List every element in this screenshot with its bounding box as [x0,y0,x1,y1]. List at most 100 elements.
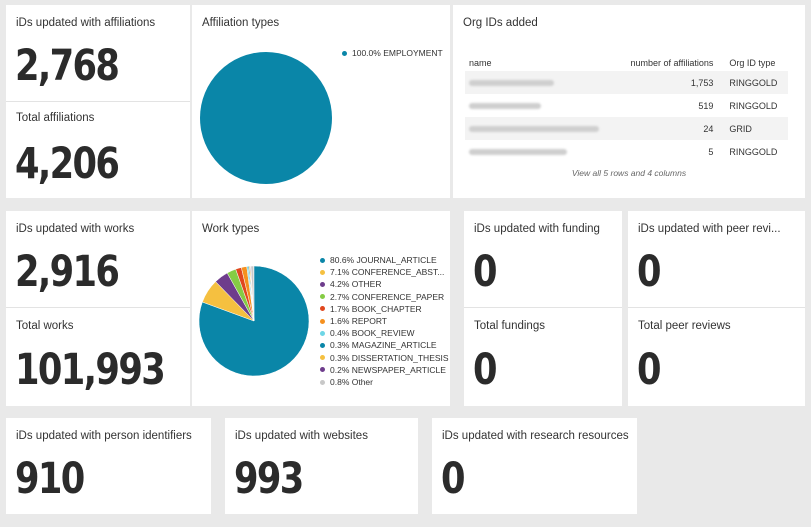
legend-dot [320,282,325,287]
legend-label: 7.1% CONFERENCE_ABST... [330,267,445,278]
org-name-cell [465,140,617,163]
person-identifiers-panel: iDs updated with person identifiers 910 [6,418,211,514]
legend-dot [320,294,325,300]
table-row[interactable]: 5 RINGGOLD [465,140,788,163]
work-types-legend: 80.6% JOURNAL_ARTICLE 7.1% CONFERENCE_ABS… [320,254,449,388]
column-header-name[interactable]: name [469,58,492,68]
legend-label: 0.4% BOOK_REVIEW [330,328,415,339]
redacted-name [469,125,599,132]
legend-item[interactable]: 4.2% OTHER [320,278,449,290]
research-resources-title: iDs updated with research resources [442,430,629,442]
view-all-link[interactable]: View all 5 rows and 4 columns [571,168,687,178]
column-header-type[interactable]: Org ID type [729,58,776,68]
affiliation-types-panel: Affiliation types 100.0% EMPLOYMENT [192,5,450,198]
legend-item[interactable]: 0.4% BOOK_REVIEW [320,327,449,339]
work-types-title: Work types [202,223,260,235]
org-ids-table: name number of affiliations Org ID type … [465,55,788,163]
total-works-value: 101,993 [15,345,166,395]
funding-updated-value: 0 [473,247,498,297]
websites-value: 993 [234,454,304,504]
legend-dot [320,330,325,336]
redacted-name [469,79,554,86]
legend-label: 0.2% NEWSPAPER_ARTICLE [330,364,446,375]
legend-item[interactable]: 0.3% DISSERTATION_THESIS [320,352,449,364]
legend-item[interactable]: 80.6% JOURNAL_ARTICLE [320,254,449,266]
legend-dot [320,306,325,312]
org-name-cell [465,94,617,117]
total-affiliations-title: Total affiliations [16,112,95,124]
legend-item[interactable]: 2.7% CONFERENCE_PAPER [320,291,449,303]
legend-dot [320,367,325,373]
org-type-cell: RINGGOLD [729,146,778,157]
legend-label: 1.6% REPORT [330,316,388,327]
table-row[interactable]: 1,753 RINGGOLD [465,71,788,94]
works-updated-value: 2,916 [15,247,120,297]
legend-dot [320,355,325,361]
legend-label: 100.0% EMPLOYMENT [352,48,443,58]
peer-reviews-updated-title: iDs updated with peer revi... [638,223,781,235]
legend-item[interactable]: 1.6% REPORT [320,315,449,327]
panel-divider [628,307,805,308]
legend-item[interactable]: 0.3% MAGAZINE_ARTICLE [320,339,449,351]
legend-item[interactable]: 0.8% Other [320,376,449,388]
legend-dot [320,269,325,275]
legend-item[interactable]: 0.2% NEWSPAPER_ARTICLE [320,364,449,376]
legend-dot [320,257,325,263]
affiliations-panel: iDs updated with affiliations 2,768 Tota… [6,5,190,198]
works-updated-title: iDs updated with works [16,223,135,235]
legend-item[interactable]: 1.7% BOOK_CHAPTER [320,303,449,315]
research-resources-panel: iDs updated with research resources 0 [432,418,637,514]
funding-panel: iDs updated with funding 0 Total funding… [464,211,622,406]
affiliations-updated-title: iDs updated with affiliations [16,17,156,29]
legend-dot [342,50,347,56]
peer-reviews-panel: iDs updated with peer revi... 0 Total pe… [628,211,805,406]
peer-reviews-updated-value: 0 [637,247,662,297]
legend-label: 1.7% BOOK_CHAPTER [330,303,422,314]
total-fundings-title: Total fundings [474,320,545,332]
person-identifiers-title: iDs updated with person identifiers [16,430,192,442]
research-resources-value: 0 [441,454,466,504]
pie-slice-employment[interactable] [200,52,332,184]
legend-label: 2.7% CONFERENCE_PAPER [330,291,445,302]
redacted-name [469,102,541,109]
pie-slice[interactable] [198,265,310,377]
org-name-cell [465,71,618,94]
affiliation-count-cell: 519 [698,100,714,111]
panel-divider [6,101,190,102]
work-types-panel: Work types 80.6% JOURNAL_ARTICLE 7.1% CON… [192,211,450,406]
pie-slice[interactable] [250,265,255,322]
work-types-pie[interactable] [198,265,318,385]
legend-label: 0.3% MAGAZINE_ARTICLE [330,340,437,351]
total-works-title: Total works [16,320,74,332]
legend-label: 0.3% DISSERTATION_THESIS [330,352,449,363]
total-peer-reviews-value: 0 [637,345,662,395]
table-row[interactable]: 24 GRID [465,117,788,140]
websites-title: iDs updated with websites [235,430,368,442]
affiliations-updated-value: 2,768 [15,41,120,91]
total-peer-reviews-title: Total peer reviews [638,320,731,332]
table-header-row: name number of affiliations Org ID type [465,55,788,71]
legend-label: 80.6% JOURNAL_ARTICLE [330,255,437,265]
affiliation-types-legend: 100.0% EMPLOYMENT [342,47,443,59]
funding-updated-title: iDs updated with funding [474,223,600,235]
column-header-count[interactable]: number of affiliations [630,58,714,68]
works-panel: iDs updated with works 2,916 Total works… [6,211,190,406]
table-row[interactable]: 519 RINGGOLD [465,94,788,117]
org-type-cell: RINGGOLD [717,71,788,94]
legend-item[interactable]: 100.0% EMPLOYMENT [342,47,443,59]
org-type-cell: GRID [717,117,788,140]
org-ids-title: Org IDs added [463,17,538,29]
person-identifiers-value: 910 [15,454,85,504]
affiliation-types-title: Affiliation types [202,17,280,29]
panel-divider [464,307,622,308]
legend-item[interactable]: 7.1% CONFERENCE_ABST... [320,266,449,278]
panel-divider [6,307,190,308]
total-fundings-value: 0 [473,345,498,395]
legend-dot [320,379,325,385]
redacted-name [469,148,567,155]
affiliation-types-pie[interactable] [198,45,348,195]
org-name-cell [465,117,618,140]
legend-dot [320,343,325,349]
legend-dot [320,318,325,324]
legend-label: 4.2% OTHER [330,279,382,290]
